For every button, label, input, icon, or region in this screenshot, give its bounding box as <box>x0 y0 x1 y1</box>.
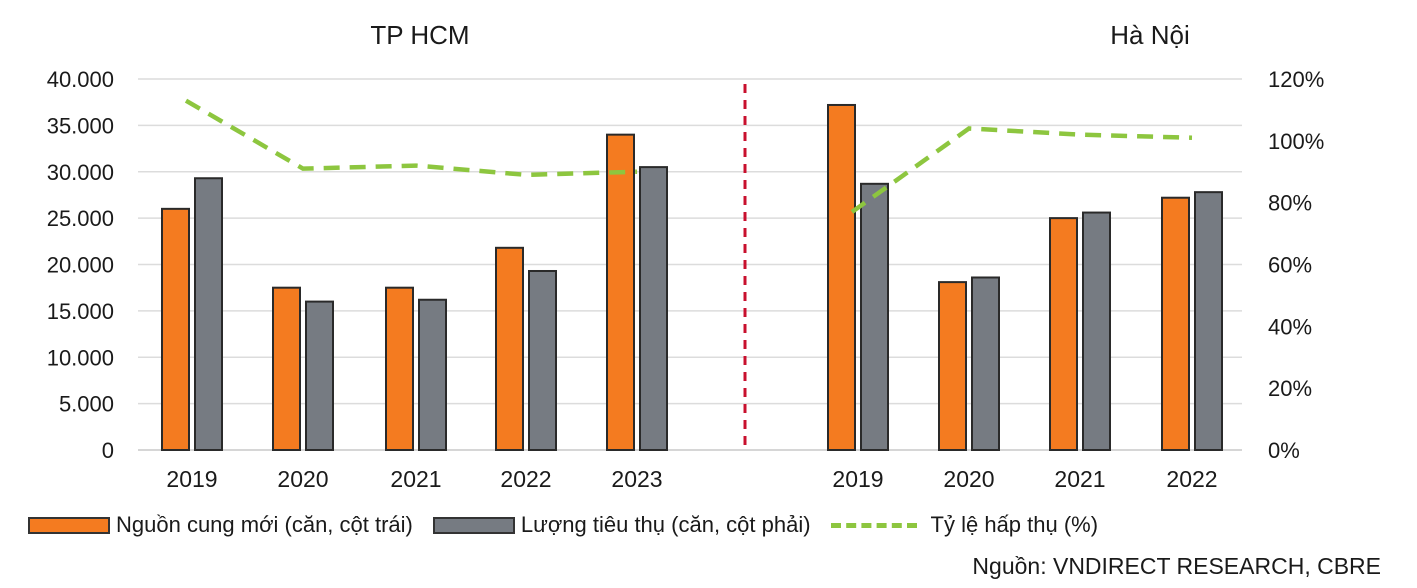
bar-supply <box>1161 196 1190 451</box>
x-tick-label: 2022 <box>500 466 551 492</box>
y-left-tick-label: 25.000 <box>47 206 114 231</box>
y-right-tick-label: 20% <box>1268 376 1312 401</box>
x-tick-label: 2023 <box>611 466 662 492</box>
bar-sales <box>418 298 447 451</box>
y-left-tick-label: 30.000 <box>47 160 114 185</box>
bar-sales <box>639 166 668 452</box>
source-note: Nguồn: VNDIRECT RESEARCH, CBRE <box>972 553 1381 579</box>
bar-sales <box>528 269 557 451</box>
legend-swatch-supply <box>28 516 110 534</box>
bar-supply <box>161 207 190 451</box>
line-absorption-rate <box>850 126 1193 214</box>
x-tick-label: 2020 <box>277 466 328 492</box>
bar-sales <box>194 177 223 451</box>
bar-supply <box>272 286 301 451</box>
bar-supply <box>606 133 635 451</box>
chart-title-hcm: TP HCM <box>370 20 470 50</box>
y-left-tick-label: 35.000 <box>47 113 114 138</box>
y-right-tick-label: 40% <box>1268 314 1312 339</box>
bar-supply <box>1049 217 1078 451</box>
chart-legend: Nguồn cung mới (căn, cột trái) Lượng tiê… <box>28 512 1118 538</box>
bar-supply <box>827 103 856 451</box>
y-right-tick-label: 80% <box>1268 191 1312 216</box>
bar-supply <box>938 281 967 451</box>
y-left-tick-label: 10.000 <box>47 345 114 370</box>
bar-sales <box>1194 191 1223 451</box>
chart-canvas: 40.000 35.000 30.000 25.000 20.000 15.000 10.0… <box>47 67 1325 492</box>
y-left-tick-label: 40.000 <box>47 67 114 92</box>
y-left-tick-label: 5.000 <box>59 392 114 417</box>
bar-sales <box>305 300 334 451</box>
y-right-tick-label: 120% <box>1268 67 1324 92</box>
chart-title-hanoi: Hà Nội <box>1110 20 1190 50</box>
legend-swatch-rate <box>830 522 917 528</box>
legend-label-sales: Lượng tiêu thụ (căn, cột phải) <box>520 512 811 537</box>
x-tick-label: 2021 <box>1054 466 1105 492</box>
bar-supply <box>495 246 524 451</box>
x-tick-label: 2019 <box>832 466 883 492</box>
y-right-tick-label: 100% <box>1268 129 1324 154</box>
legend-item-supply: Nguồn cung mới (căn, cột trái) <box>28 512 413 538</box>
x-tick-label: 2021 <box>390 466 441 492</box>
bar-sales <box>971 276 1000 451</box>
legend-item-rate: Tỷ lệ hấp thụ (%) <box>830 512 1099 538</box>
bar-sales <box>1082 211 1111 451</box>
y-right-tick-label: 0% <box>1268 438 1300 463</box>
bar-supply <box>385 286 414 451</box>
bar-sales <box>860 182 889 451</box>
legend-item-sales: Lượng tiêu thụ (căn, cột phải) <box>432 512 811 538</box>
y-left-tick-label: 15.000 <box>47 299 114 324</box>
x-tick-label: 2020 <box>943 466 994 492</box>
x-tick-label: 2022 <box>1166 466 1217 492</box>
line-absorption-rate <box>184 98 638 178</box>
x-tick-label: 2019 <box>166 466 217 492</box>
y-left-tick-label: 20.000 <box>47 253 114 278</box>
legend-label-rate: Tỷ lệ hấp thụ (%) <box>930 512 1099 537</box>
y-right-tick-label: 60% <box>1268 253 1312 278</box>
legend-label-supply: Nguồn cung mới (căn, cột trái) <box>116 512 413 537</box>
legend-swatch-sales <box>432 516 515 534</box>
y-left-tick-label: 0 <box>102 438 114 463</box>
